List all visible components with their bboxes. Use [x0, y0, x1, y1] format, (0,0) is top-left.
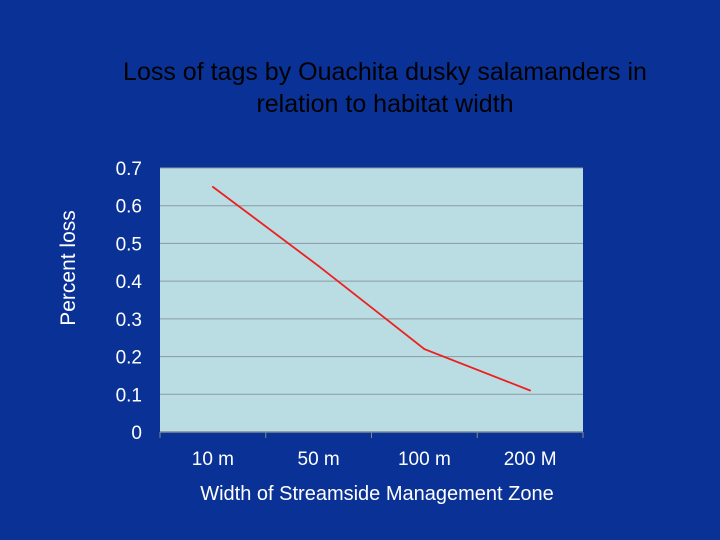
y-tick-label: 0.4: [116, 272, 143, 293]
chart-title-line-2: relation to habitat width: [256, 90, 514, 118]
y-tick-label: 0.2: [116, 348, 142, 369]
y-tick-label: 0.5: [116, 234, 142, 255]
x-tick-label: 100 m: [398, 449, 451, 470]
data-point: [529, 389, 532, 392]
data-point: [317, 265, 320, 267]
y-axis-label: Percent loss: [57, 210, 80, 326]
series-layer: [211, 185, 532, 392]
y-tick-label: 0.6: [116, 197, 142, 218]
x-tick-label: 200 M: [504, 449, 557, 470]
plot-area: [160, 168, 583, 432]
x-tick-label: 50 m: [298, 449, 340, 470]
x-tick-label: 10 m: [192, 449, 234, 470]
gridlines: [160, 167, 583, 395]
chart-title-line-1: Loss of tags by Ouachita dusky salamande…: [123, 58, 647, 86]
y-tick-label: 0: [131, 423, 142, 444]
y-tick-label: 0.1: [116, 385, 142, 406]
data-point: [211, 185, 214, 188]
y-axis-ticks: 0 0.1 0.2 0.3 0.4 0.5 0.6 0.7: [116, 159, 143, 444]
y-tick-label: 0.3: [116, 310, 142, 331]
data-point: [423, 348, 426, 350]
chart-title: Loss of tags by Ouachita dusky salamande…: [60, 56, 710, 120]
x-axis-label: Width of Streamside Management Zone: [200, 483, 554, 505]
y-tick-label: 0.7: [116, 159, 142, 180]
x-axis-ticks: 10 m 50 m 100 m 200 M: [192, 449, 557, 470]
axes: [159, 431, 584, 438]
series-line: [212, 186, 531, 392]
